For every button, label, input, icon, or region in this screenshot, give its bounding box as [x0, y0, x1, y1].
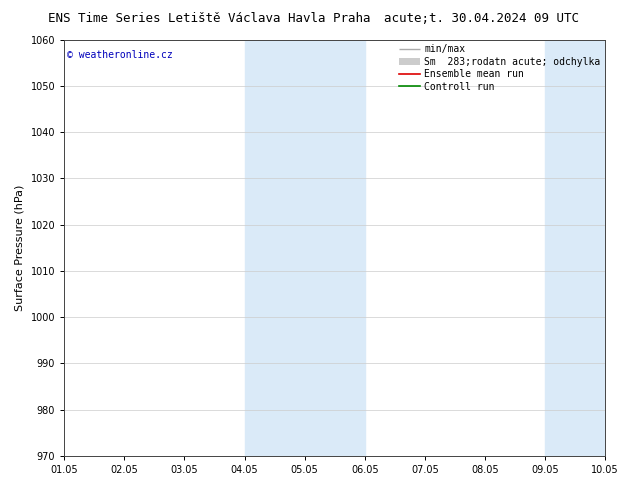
Bar [245, 40, 365, 456]
Legend: min/max, Sm  283;rodatn acute; odchylka, Ensemble mean run, Controll run: min/max, Sm 283;rodatn acute; odchylka, … [396, 42, 603, 95]
Text: © weatheronline.cz: © weatheronline.cz [67, 50, 172, 60]
Text: acute;t. 30.04.2024 09 UTC: acute;t. 30.04.2024 09 UTC [384, 12, 579, 25]
Y-axis label: Surface Pressure (hPa): Surface Pressure (hPa) [15, 185, 25, 311]
Bar [545, 40, 605, 456]
Text: ENS Time Series Letiště Václava Havla Praha: ENS Time Series Letiště Václava Havla Pr… [48, 12, 370, 25]
